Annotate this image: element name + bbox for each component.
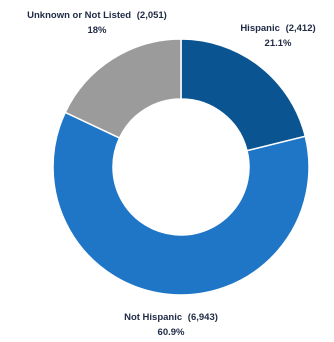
- label-hispanic-name: Hispanic (2,412): [240, 23, 315, 34]
- label-not-hispanic-percent: 60.9%: [158, 327, 185, 338]
- label-not-hispanic-name: Not Hispanic (6,943): [124, 312, 218, 323]
- label-unknown-percent: 18%: [87, 25, 107, 36]
- slice-unknown: [64, 38, 182, 139]
- label-hispanic-percent: 21.1%: [265, 38, 292, 49]
- label-unknown-name: Unknown or Not Listed (2,051): [27, 10, 167, 21]
- slice-hispanic: [180, 38, 307, 152]
- slice-not-hispanic: [52, 111, 310, 296]
- slices-layer: [52, 38, 310, 296]
